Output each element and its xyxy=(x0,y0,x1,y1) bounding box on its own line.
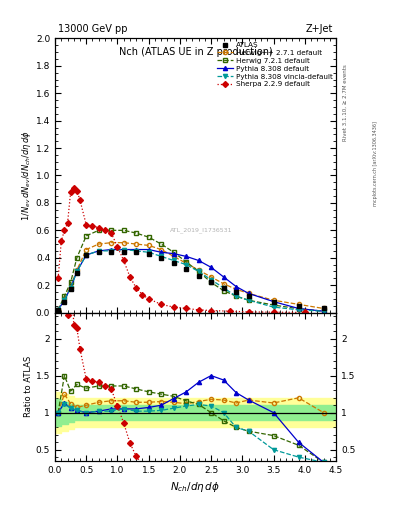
X-axis label: $N_{ch}/d\eta\,d\phi$: $N_{ch}/d\eta\,d\phi$ xyxy=(171,480,220,494)
Text: ATL_2019_I1736531: ATL_2019_I1736531 xyxy=(170,227,232,233)
Text: Nch (ATLAS UE in Z production): Nch (ATLAS UE in Z production) xyxy=(119,47,272,57)
Text: mcplots.cern.ch [arXiv:1306.3436]: mcplots.cern.ch [arXiv:1306.3436] xyxy=(373,121,378,206)
Text: Rivet 3.1.10, ≥ 2.7M events: Rivet 3.1.10, ≥ 2.7M events xyxy=(343,64,348,141)
Text: 13000 GeV pp: 13000 GeV pp xyxy=(58,24,127,34)
Text: Z+Jet: Z+Jet xyxy=(306,24,333,34)
Legend: ATLAS, Herwig++ 2.7.1 default, Herwig 7.2.1 default, Pythia 8.308 default, Pythi: ATLAS, Herwig++ 2.7.1 default, Herwig 7.… xyxy=(216,40,334,89)
Y-axis label: $1/N_{ev}\,dN_{ev}/dN_{ch}/d\eta\,d\phi$: $1/N_{ev}\,dN_{ev}/dN_{ch}/d\eta\,d\phi$ xyxy=(20,130,33,221)
Y-axis label: Ratio to ATLAS: Ratio to ATLAS xyxy=(24,356,33,417)
